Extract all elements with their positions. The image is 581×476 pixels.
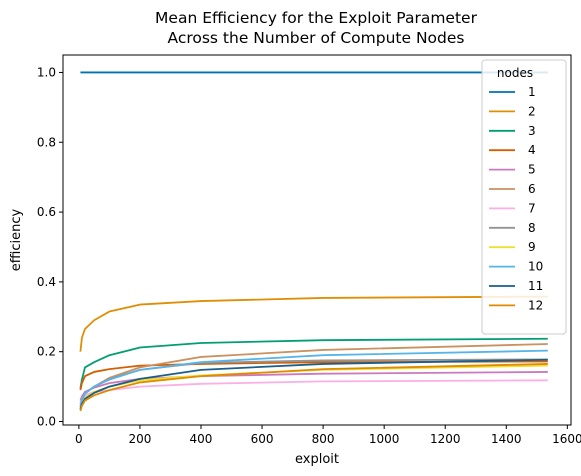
series-line-nodes-12 bbox=[79, 363, 548, 412]
chart-title: Mean Efficiency for the Exploit Paramete… bbox=[155, 9, 478, 47]
legend-entry: 6 bbox=[489, 182, 536, 196]
y-tick-label: 0.6 bbox=[37, 205, 56, 219]
y-axis-ticks: 0.0 0.2 0.4 0.6 0.8 1.0 bbox=[37, 65, 63, 429]
legend-entry: 12 bbox=[489, 298, 543, 312]
y-tick-label: 0.0 bbox=[37, 415, 56, 429]
legend-label: 7 bbox=[528, 201, 536, 215]
legend-label: 11 bbox=[528, 279, 543, 293]
legend-entry: 7 bbox=[489, 201, 536, 215]
y-tick-label: 0.2 bbox=[37, 345, 56, 359]
legend-title: nodes bbox=[497, 66, 533, 80]
series-layer bbox=[79, 71, 548, 412]
legend-label: 1 bbox=[528, 85, 536, 99]
series-line-nodes-3 bbox=[79, 337, 548, 389]
legend-entry: 10 bbox=[489, 260, 543, 274]
y-axis-label: efficiency bbox=[9, 208, 24, 271]
x-tick-label: 600 bbox=[251, 432, 274, 446]
chart-title-line-1: Mean Efficiency for the Exploit Paramete… bbox=[155, 9, 478, 27]
y-tick-label: 1.0 bbox=[37, 65, 56, 79]
legend-label: 3 bbox=[528, 124, 536, 138]
legend-entry: 11 bbox=[489, 279, 543, 293]
x-tick-label: 0 bbox=[75, 432, 83, 446]
x-tick-label: 200 bbox=[128, 432, 151, 446]
legend-label: 2 bbox=[528, 104, 536, 118]
series-line-nodes-7 bbox=[79, 379, 548, 405]
legend-label: 4 bbox=[528, 143, 536, 157]
x-axis-label: exploit bbox=[295, 452, 339, 467]
legend-label: 9 bbox=[528, 240, 536, 254]
x-axis-ticks: 0 200 400 600 800 1000 1200 1400 1600 bbox=[75, 425, 581, 446]
x-tick-label: 800 bbox=[312, 432, 335, 446]
legend-label: 5 bbox=[528, 163, 536, 177]
legend-label: 12 bbox=[528, 298, 543, 312]
x-tick-label: 1400 bbox=[491, 432, 522, 446]
legend-entry: 5 bbox=[489, 163, 536, 177]
legend-box bbox=[481, 59, 567, 335]
legend-entry: 1 bbox=[489, 85, 536, 99]
series-line-nodes-10 bbox=[79, 349, 548, 407]
legend-entry: 4 bbox=[489, 143, 536, 157]
x-tick-label: 400 bbox=[190, 432, 213, 446]
x-tick-label: 1200 bbox=[430, 432, 461, 446]
legend-label: 6 bbox=[528, 182, 536, 196]
legend-entry: 3 bbox=[489, 124, 536, 138]
x-tick-label: 1000 bbox=[369, 432, 400, 446]
legend-entry: 8 bbox=[489, 221, 536, 235]
legend-label: 10 bbox=[528, 260, 543, 274]
chart-title-line-2: Across the Number of Compute Nodes bbox=[167, 29, 464, 47]
legend-entry: 2 bbox=[489, 104, 536, 118]
x-tick-label: 1600 bbox=[552, 432, 581, 446]
y-tick-label: 0.8 bbox=[37, 135, 56, 149]
legend-entry: 9 bbox=[489, 240, 536, 254]
plot-area-frame bbox=[62, 54, 572, 426]
legend-label: 8 bbox=[528, 221, 536, 235]
y-tick-label: 0.4 bbox=[37, 275, 56, 289]
series-line-nodes-2 bbox=[79, 295, 548, 352]
series-line-nodes-4 bbox=[79, 360, 548, 391]
series-line-nodes-5 bbox=[79, 371, 548, 401]
